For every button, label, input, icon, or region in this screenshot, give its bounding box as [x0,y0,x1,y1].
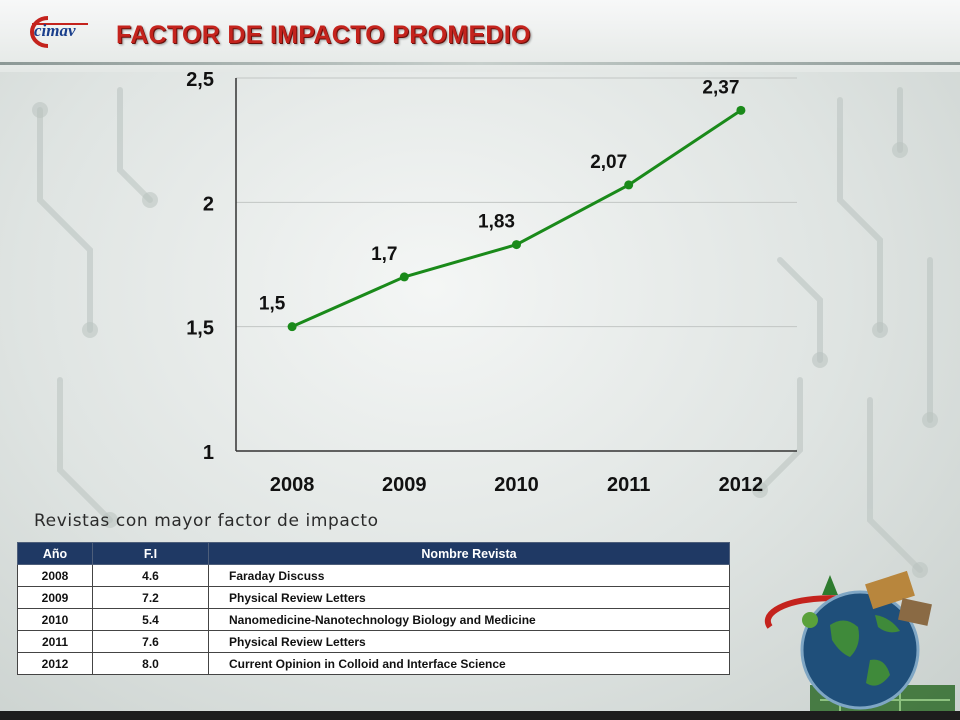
y-tick-label: 1 [203,442,214,464]
data-label: 2,37 [702,77,739,98]
cimav-logo-icon [30,16,88,48]
cell-journal: Faraday Discuss [208,564,730,587]
column-header-journal: Nombre Revista [208,542,730,565]
cell-fi: 7.2 [92,586,209,609]
x-tick-label: 2009 [382,474,427,496]
data-label: 1,7 [371,244,397,265]
cell-fi: 4.6 [92,564,209,587]
journals-table: Año F.I Nombre Revista 2008 4.6 Faraday … [17,542,730,675]
x-tick-label: 2011 [607,474,650,496]
data-point [399,272,409,282]
cell-journal: Physical Review Letters [208,630,730,653]
cell-journal: Physical Review Letters [208,586,730,609]
cell-fi: 8.0 [92,652,209,675]
y-tick-label: 1,5 [186,318,214,340]
y-tick-label: 2,5 [186,69,214,91]
cell-year: 2012 [17,652,93,675]
x-tick-label: 2012 [719,474,764,496]
data-label: 1,83 [478,212,515,233]
header-band [0,0,960,72]
series-line [291,109,742,329]
cell-year: 2008 [17,564,93,587]
cell-journal: Nanomedicine-Nanotechnology Biology and … [208,608,730,631]
x-tick-label: 2010 [494,474,539,496]
data-point [624,180,634,190]
cell-year: 2010 [17,608,93,631]
y-tick-label: 2 [203,193,214,215]
logo-text: cimav [34,21,76,40]
table-header-row: Año F.I Nombre Revista [17,542,730,565]
header-divider [0,62,960,65]
table-row: 2012 8.0 Current Opinion in Colloid and … [17,652,730,675]
cell-journal: Current Opinion in Colloid and Interface… [208,652,730,675]
table-row: 2009 7.2 Physical Review Letters [17,586,730,609]
data-point [736,105,746,115]
x-tick-label: 2008 [270,474,315,496]
data-point [512,240,521,250]
cell-year: 2009 [17,586,93,609]
data-point [287,322,297,332]
table-row: 2011 7.6 Physical Review Letters [17,630,730,653]
globe-illustration-icon [764,570,955,715]
cell-fi: 5.4 [92,608,209,631]
page-title: FACTOR DE IMPACTO PROMEDIO [116,21,531,49]
table-row: 2010 5.4 Nanomedicine-Nanotechnology Bio… [17,608,730,631]
cell-fi: 7.6 [92,630,209,653]
data-label: 1,5 [259,294,286,315]
data-label: 2,07 [590,152,627,173]
cell-year: 2011 [17,630,93,653]
table-subtitle: Revistas con mayor factor de impacto [34,511,379,531]
table-row: 2008 4.6 Faraday Discuss [17,564,730,587]
bottom-bar [0,711,960,720]
column-header-fi: F.I [92,542,209,565]
column-header-year: Año [17,542,93,565]
